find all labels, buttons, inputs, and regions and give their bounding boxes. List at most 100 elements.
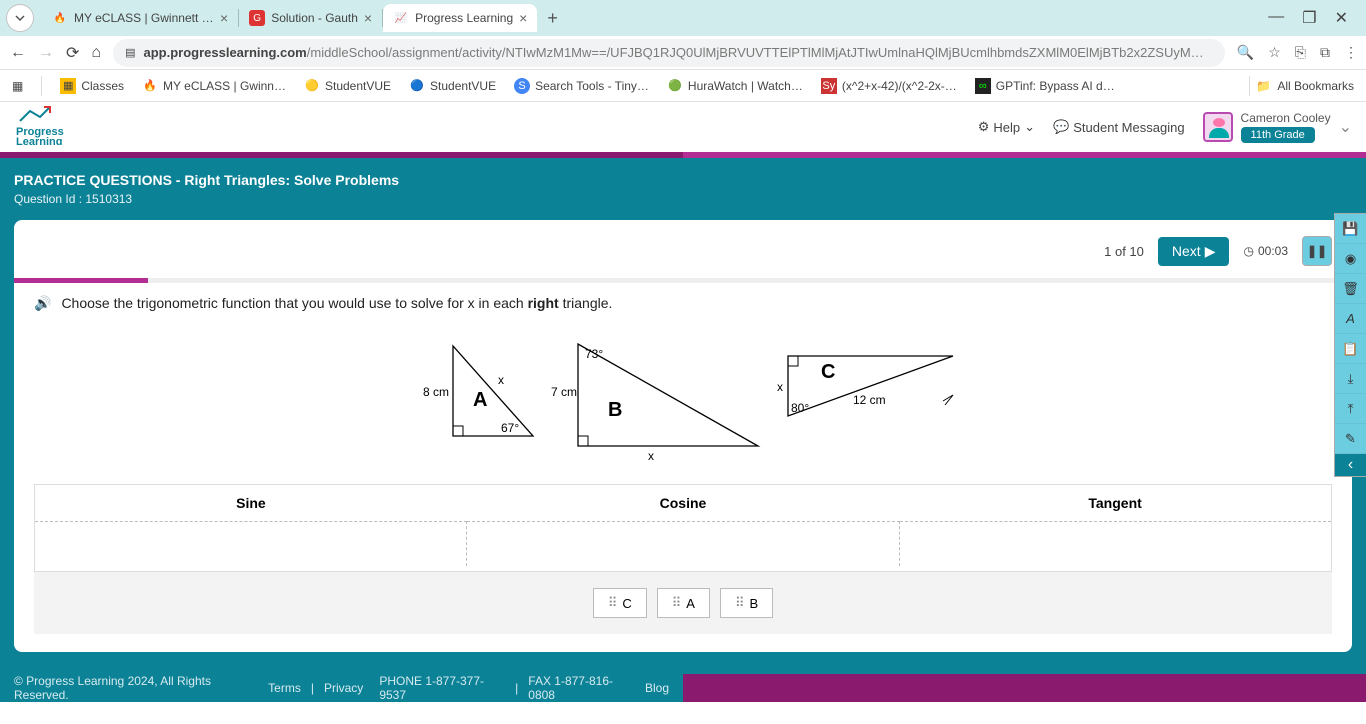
close-icon[interactable]: × (220, 10, 228, 26)
home-button[interactable]: ⌂ (91, 44, 101, 62)
avatar (1203, 112, 1233, 142)
next-button[interactable]: Next▶ (1158, 237, 1230, 266)
privacy-link[interactable]: Privacy (324, 681, 363, 695)
save-icon[interactable]: 💾 (1335, 214, 1366, 244)
bookmark-item[interactable]: Sy(x^2+x-42)/(x^2-2x-… (821, 78, 957, 94)
student-messaging-link[interactable]: 💬Student Messaging (1053, 119, 1184, 135)
site-info-icon[interactable]: ▤ (125, 46, 135, 59)
svg-text:12 cm: 12 cm (853, 393, 886, 407)
all-bookmarks-link[interactable]: 📁All Bookmarks (1249, 76, 1354, 96)
new-tab-button[interactable]: + (537, 8, 568, 29)
footer: © Progress Learning 2024, All Rights Res… (0, 674, 683, 702)
drag-handle-icon: ⠿ (672, 595, 681, 611)
svg-text:67°: 67° (501, 421, 519, 435)
drag-chip[interactable]: ⠿B (720, 588, 773, 618)
collapse-rail-button[interactable]: ‹ (1335, 454, 1366, 476)
drop-zone-cosine[interactable] (467, 522, 899, 566)
svg-text:7 cm: 7 cm (551, 385, 577, 399)
question-id: Question Id : 1510313 (14, 192, 1352, 206)
terms-link[interactable]: Terms (268, 681, 301, 695)
tab-title: MY eCLASS | Gwinnett County (74, 11, 214, 25)
back-button[interactable]: ← (10, 44, 26, 62)
import-icon[interactable]: ⤒ (1335, 394, 1366, 424)
drag-handle-icon: ⠿ (735, 595, 744, 611)
triangles-figure: 8 cm x A 67° 73° 7 cm B x (34, 326, 1332, 466)
speaker-icon[interactable]: 🔊 (34, 295, 51, 312)
svg-text:Learning: Learning (16, 136, 62, 145)
bookmark-item[interactable]: 🔥MY eCLASS | Gwinn… (142, 78, 286, 94)
clock-icon: ◷ (1243, 244, 1253, 258)
notes-icon[interactable]: 📋 (1335, 334, 1366, 364)
drag-chips-tray: ⠿C ⠿A ⠿B (34, 572, 1332, 634)
forward-button[interactable]: → (38, 44, 54, 62)
favicon: G (249, 10, 265, 26)
tab-list-button[interactable] (6, 4, 34, 32)
extensions-icon[interactable]: ⧉ (1320, 44, 1330, 61)
trash-icon[interactable]: 🗑 (1335, 274, 1366, 304)
zoom-icon[interactable]: 🔍 (1237, 44, 1254, 61)
chevron-down-icon: ⌄ (1024, 119, 1035, 135)
svg-text:x: x (777, 380, 783, 394)
bookmark-item[interactable]: ▦Classes (60, 78, 124, 94)
blog-link[interactable]: Blog (645, 681, 669, 695)
pencil-icon[interactable]: ✎ (1335, 424, 1366, 454)
chat-icon: 💬 (1053, 119, 1069, 135)
drag-chip[interactable]: ⠿A (657, 588, 710, 618)
svg-text:A: A (473, 389, 487, 411)
reload-button[interactable]: ⟳ (66, 43, 79, 63)
svg-text:C: C (821, 361, 835, 383)
question-prompt: Choose the trigonometric function that y… (61, 295, 612, 311)
tab-title: Progress Learning (415, 11, 513, 25)
bookmark-item[interactable]: 🟡StudentVUE (304, 78, 391, 94)
bookmark-item[interactable]: 🟢HuraWatch | Watch… (667, 78, 803, 94)
column-header: Cosine (467, 485, 899, 522)
play-icon: ▶ (1205, 243, 1216, 260)
svg-text:B: B (608, 399, 622, 421)
drop-zone-tangent[interactable] (899, 522, 1331, 566)
browser-tab[interactable]: G Solution - Gauth × (239, 4, 382, 32)
close-window-icon[interactable]: ✕ (1335, 8, 1348, 28)
user-menu[interactable]: Cameron Cooley 11th Grade ⌄ (1203, 111, 1352, 143)
tool-rail: 💾 ◉ 🗑 A 📋 ⤓ ⤒ ✎ ‹ (1334, 213, 1366, 477)
progress-bar (14, 278, 1352, 283)
overflow-menu-icon[interactable]: ⋮ (1344, 44, 1356, 61)
browser-tab[interactable]: 🔥 MY eCLASS | Gwinnett County × (42, 4, 238, 32)
url-host: app.progresslearning.com/middleSchool/as… (143, 45, 1203, 60)
browser-tab-active[interactable]: 📈 Progress Learning × (383, 4, 537, 32)
export-icon[interactable]: ⤓ (1335, 364, 1366, 394)
tab-title: Solution - Gauth (271, 11, 358, 25)
help-dropdown[interactable]: ⚙Help⌄ (978, 119, 1035, 135)
question-counter: 1 of 10 (1104, 244, 1144, 259)
user-name: Cameron Cooley (1241, 111, 1331, 125)
chevron-down-icon: ⌄ (1339, 117, 1352, 137)
svg-text:x: x (498, 373, 504, 387)
pause-button[interactable]: ❚❚ (1302, 236, 1332, 266)
gtranslate-icon[interactable]: ⎘ (1295, 44, 1306, 61)
svg-text:x: x (648, 449, 654, 463)
drag-chip[interactable]: ⠿C (593, 588, 647, 618)
favicon: 🔥 (52, 10, 68, 26)
bookmark-item[interactable]: 🔵StudentVUE (409, 78, 496, 94)
drop-zone-sine[interactable] (35, 522, 467, 566)
bookmark-item[interactable]: SSearch Tools - Tiny… (514, 78, 649, 94)
user-grade-badge: 11th Grade (1241, 127, 1315, 143)
favicon: 📈 (393, 10, 409, 26)
timer: ◷00:03 (1243, 244, 1288, 258)
restore-icon[interactable]: ❐ (1302, 8, 1316, 28)
svg-text:8 cm: 8 cm (423, 385, 449, 399)
close-icon[interactable]: × (519, 10, 527, 26)
classification-table: Sine Cosine Tangent (34, 484, 1332, 572)
column-header: Tangent (899, 485, 1331, 522)
progress-learning-logo[interactable]: Progress Learning (14, 105, 86, 150)
apps-grid-icon[interactable]: ▦ (12, 79, 23, 93)
activity-title: PRACTICE QUESTIONS - Right Triangles: So… (14, 172, 1352, 188)
column-header: Sine (35, 485, 467, 522)
bookmark-star-icon[interactable]: ☆ (1268, 44, 1281, 61)
accessibility-icon[interactable]: ◉ (1335, 244, 1366, 274)
font-icon[interactable]: A (1335, 304, 1366, 334)
minimize-icon[interactable]: — (1268, 8, 1284, 28)
svg-text:73°: 73° (585, 347, 603, 361)
bookmark-item[interactable]: ∞GPTinf: Bypass AI d… (975, 78, 1115, 94)
address-bar[interactable]: ▤ app.progresslearning.com/middleSchool/… (113, 39, 1225, 67)
close-icon[interactable]: × (364, 10, 372, 26)
